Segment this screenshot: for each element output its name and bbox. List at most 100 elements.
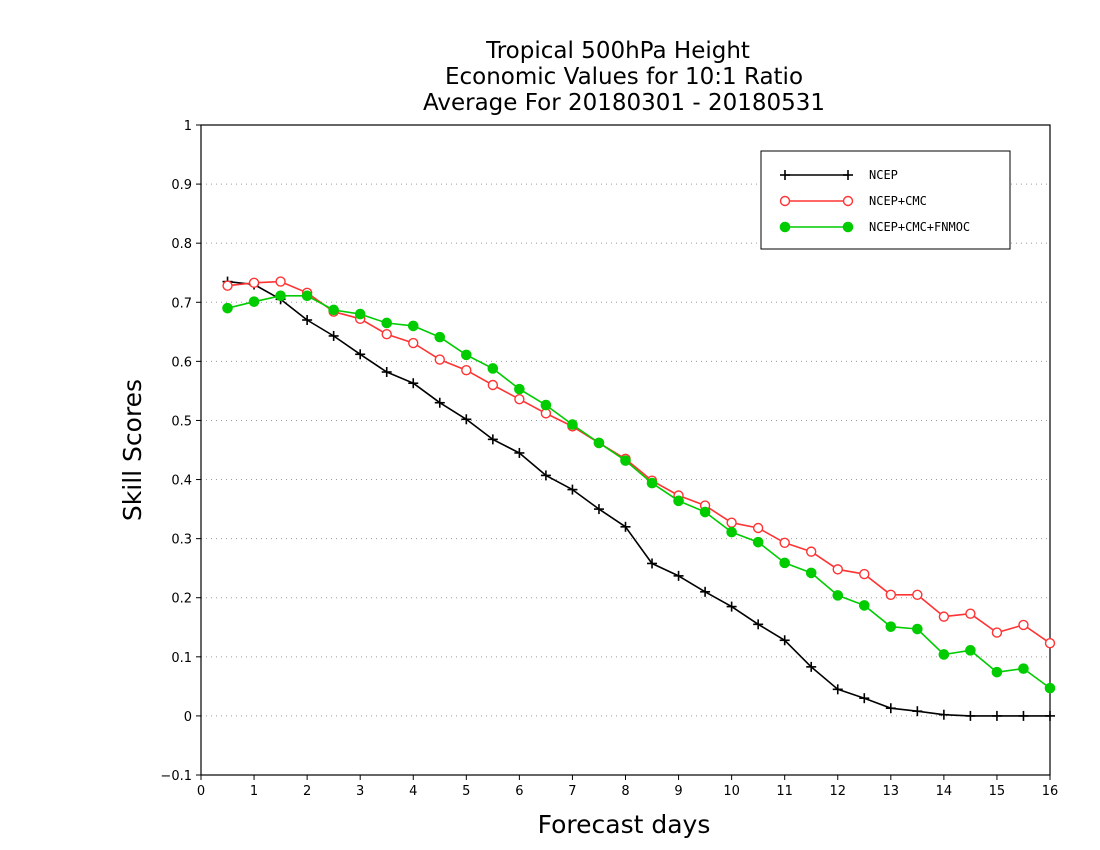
data-point-ncep [461,414,472,425]
data-point-ncep [700,586,711,597]
data-point-ncep-cmc-fnmoc [912,623,923,635]
data-point-ncep [673,570,684,581]
data-point-ncep-cmc-fnmoc [407,320,419,332]
y-tick-label: 0.1 [171,651,192,666]
data-point-ncep-cmc-fnmoc [991,666,1003,678]
y-tick-label: 0.2 [171,592,192,607]
data-point-ncep [593,504,604,515]
x-tick-label: 15 [989,784,1006,799]
data-point-ncep-cmc-fnmoc [832,590,844,601]
data-point-ncep-cmc-fnmoc [805,567,817,579]
data-point-ncep-cmc-fnmoc [354,308,366,320]
x-tick-label: 14 [936,784,953,799]
y-tick-label: 0.7 [171,296,192,311]
data-point-ncep-cmc-fnmoc [328,304,339,316]
x-tick-label: 13 [883,784,900,799]
legend-marker [779,195,791,207]
y-tick-label: 0.8 [171,237,192,252]
data-point-ncep-cmc [752,522,764,534]
data-point-ncep-cmc [248,277,260,288]
series-line-ncep [227,280,1050,717]
data-point-ncep [726,601,737,612]
data-point-ncep-cmc [408,337,419,349]
data-point-ncep-cmc-fnmoc [567,419,578,430]
data-point-ncep-cmc [487,379,499,391]
data-point-ncep-cmc [275,276,286,287]
x-axis-label: Forecast days [538,810,711,839]
data-point-ncep-cmc-fnmoc [752,536,764,548]
data-point-ncep-cmc-fnmoc [646,477,658,489]
x-axis: 0 1 2 3 4 5 6 7 8 9 10 11 12 13 14 15 16 [197,775,1058,799]
data-point-ncep-cmc-fnmoc [726,526,737,538]
y-tick-label: −0.1 [160,769,192,784]
y-tick-label: 0.9 [171,178,192,193]
legend-box [760,150,1011,250]
y-tick-label: 0.5 [171,414,192,429]
series-ncep [222,276,1055,721]
legend-item-ncep: NCEP [780,168,898,182]
data-point-ncep [991,710,1002,721]
y-axis: −0.1 0 0.1 0.2 0.3 0.4 0.5 0.6 0.7 0.8 0.9 1 [160,119,201,784]
data-point-ncep-cmc-fnmoc [514,383,525,395]
data-point-ncep-cmc [514,393,525,405]
data-point-ncep-cmc-fnmoc [1044,682,1056,694]
x-tick-label: 12 [829,784,846,799]
data-point-ncep-cmc-fnmoc [248,296,260,307]
gridlines [201,183,1050,717]
title-line-3: Average For 20180301 - 20180531 [423,90,825,116]
x-tick-label: 3 [356,784,364,799]
x-tick-label: 5 [462,784,470,799]
y-tick-label: 0.6 [171,355,192,370]
data-point-ncep [381,367,392,377]
series-ncep-cmc-fnmoc [222,290,1056,694]
data-point-ncep-cmc-fnmoc [593,437,605,449]
legend-label: NCEP [869,168,898,182]
data-point-ncep-cmc-fnmoc [699,506,711,518]
data-point-ncep-cmc [859,568,870,580]
x-tick-label: 10 [723,784,740,799]
data-point-ncep-cmc [779,537,790,548]
data-point-ncep-cmc-fnmoc [620,455,631,466]
x-tick-label: 4 [409,784,417,799]
data-point-ncep [806,661,817,672]
data-point-ncep [885,703,896,714]
legend-marker [779,221,791,233]
data-point-ncep-cmc [832,564,843,575]
data-point-ncep-cmc-fnmoc [487,363,499,374]
data-point-ncep [408,378,419,389]
y-tick-label: 1 [184,119,192,134]
data-point-ncep-cmc-fnmoc [275,290,286,302]
data-point-ncep [355,349,366,360]
y-axis-label: Skill Scores [118,379,147,521]
data-point-ncep [965,710,976,721]
data-point-ncep-cmc-fnmoc [461,349,472,361]
data-point-ncep [1045,710,1055,721]
data-point-ncep [753,619,764,630]
data-point-ncep [620,521,631,532]
x-tick-label: 6 [515,784,523,799]
data-point-ncep-cmc [1018,619,1029,631]
legend-item-ncep-cmc-fnmoc: NCEP+CMC+FNMOC [779,220,970,234]
legend-item-ncep-cmc: NCEP+CMC [779,194,927,208]
data-point-ncep-cmc-fnmoc [673,495,684,507]
x-tick-label: 0 [197,784,205,799]
data-point-ncep [540,470,551,481]
data-point-ncep-cmc-fnmoc [540,399,552,411]
series-line-ncep-cmc-fnmoc [227,294,1051,689]
x-tick-label: 1 [250,784,258,799]
data-point-ncep-cmc [1044,638,1056,649]
x-tick-label: 11 [776,784,793,799]
y-tick-label: 0 [184,710,192,725]
data-point-ncep [328,330,339,341]
title-line-1: Tropical 500hPa Height [485,38,750,64]
data-point-ncep-cmc-fnmoc [1018,663,1029,674]
data-point-ncep-cmc-fnmoc [938,649,950,660]
data-point-ncep [912,706,923,717]
data-point-ncep-cmc-fnmoc [858,600,870,611]
data-point-ncep-cmc [726,517,737,528]
series-line-ncep-cmc [227,280,1051,644]
data-point-ncep [938,709,949,720]
data-point-ncep [859,693,870,704]
x-tick-label: 7 [568,784,576,799]
